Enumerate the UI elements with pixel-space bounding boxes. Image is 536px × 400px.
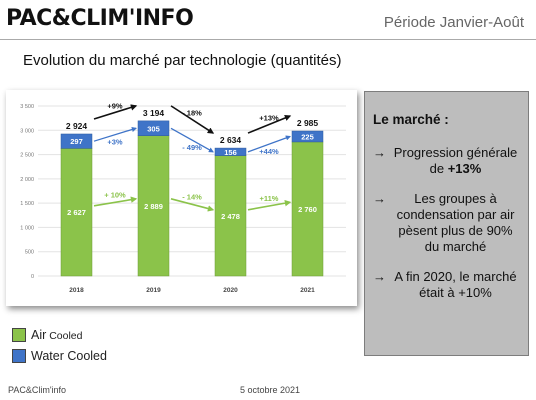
bar-water-cooled (137, 120, 170, 136)
stacked-bar-chart: 0 500 1 000 1 500 2 000 2 500 3 000 3 500 2 627 2… (20, 101, 346, 294)
legend-air-label: Air (31, 327, 47, 342)
total-growth-label: - 18% (182, 108, 202, 117)
y-tick-label: 1 000 (20, 225, 34, 231)
bar-air-cooled (291, 141, 324, 277)
market-bullet-3-text: A fin 2020, le marché était à +10% (394, 269, 517, 300)
x-tick-label: 2019 (146, 287, 161, 294)
y-tick-label: 2 000 (20, 177, 34, 183)
air-growth-arrow (247, 200, 292, 211)
water-growth-label: +3% (107, 138, 123, 147)
market-bullet-text: Progression générale de +13% (391, 145, 520, 177)
legend-water-label: Water Cooled (31, 348, 107, 363)
slide-title: Evolution du marché par technologie (qua… (23, 52, 342, 69)
legend-water-cooled: Water Cooled (12, 347, 107, 365)
y-tick-label: 2 500 (20, 153, 34, 159)
air-cooled-value-label: 2 478 (221, 212, 240, 221)
y-tick-label: 3 500 (20, 104, 34, 110)
water-growth-arrow (247, 135, 291, 153)
air-growth-label: +11% (260, 194, 279, 203)
bar-water-cooled (214, 147, 247, 156)
y-tick-label: 3 000 (20, 128, 34, 134)
water-cooled-value-label: 305 (147, 124, 160, 133)
logo: PAC&CLIM'INFO (6, 6, 194, 31)
bar-air-cooled (214, 155, 247, 277)
total-value-label: 3 194 (143, 108, 165, 118)
y-tick-label: 1 500 (20, 201, 34, 207)
x-tick-label: 2020 (223, 287, 238, 294)
market-summary-box: Le marché : → Progression générale de +1… (364, 91, 529, 356)
total-growth-arrow (170, 105, 215, 134)
water-cooled-value-label: 225 (301, 132, 314, 141)
air-cooled-value-label: 2 760 (298, 205, 317, 214)
total-value-label: 2 634 (220, 135, 242, 145)
water-cooled-value-label: 297 (70, 137, 83, 146)
market-bullet-1: → Progression générale de +13% (373, 145, 520, 177)
air-growth-label: - 14% (182, 192, 202, 201)
air-growth-label: + 10% (104, 190, 126, 199)
arrow-right-icon: → (373, 145, 386, 160)
total-growth-arrow (247, 114, 292, 134)
water-cooled-value-label: 156 (224, 148, 237, 157)
legend-air-cooled: Air Cooled (12, 326, 82, 344)
total-value-label: 2 985 (297, 118, 319, 128)
market-bullet-2: → Les groupes à condensation par air pès… (373, 191, 520, 255)
logo-right: CLIM'INFO (70, 6, 194, 31)
air-growth-arrow (93, 196, 138, 207)
water-growth-arrow (93, 127, 137, 142)
period-label: Période Janvier-Août (383, 14, 524, 31)
total-value-label: 2 924 (66, 121, 88, 131)
bar-air-cooled (137, 135, 170, 277)
market-bullet-2-text: Les groupes à condensation par air pèsen… (396, 191, 515, 254)
x-tick-label: 2018 (69, 287, 84, 294)
bar-water-cooled (291, 130, 324, 143)
arrow-right-icon: → (373, 269, 386, 284)
air-cooled-value-label: 2 627 (67, 208, 86, 217)
market-bullet-1-text: Progression générale de (393, 145, 518, 176)
water-growth-label: +44% (259, 147, 279, 156)
header-divider (0, 39, 536, 40)
y-tick-label: 0 (31, 274, 34, 280)
total-growth-label: +9% (107, 101, 123, 110)
market-summary-title: Le marché : (373, 112, 449, 127)
bar-air-cooled (60, 148, 93, 277)
water-growth-label: - 49% (182, 143, 202, 152)
x-tick-label: 2021 (300, 287, 315, 294)
legend-water-swatch (12, 348, 26, 363)
footer-source: PAC&Clim'info (8, 385, 67, 395)
bar-water-cooled (60, 133, 93, 149)
arrow-right-icon: → (373, 191, 386, 206)
footer-date: 5 octobre 2021 (240, 385, 301, 395)
water-growth-arrow (170, 127, 214, 153)
chart-panel: 0 500 1 000 1 500 2 000 2 500 3 000 3 500 2 627 2… (6, 90, 357, 306)
logo-left: PAC (6, 6, 52, 31)
y-tick-label: 500 (25, 250, 34, 256)
legend-air-swatch (12, 327, 26, 342)
logo-amp: & (51, 6, 71, 31)
total-growth-label: +13% (259, 114, 279, 123)
market-bullet-1-bold: +13% (447, 161, 482, 176)
air-cooled-value-label: 2 889 (144, 202, 163, 211)
market-bullet-3: → A fin 2020, le marché était à +10% (373, 269, 520, 301)
air-growth-arrow (170, 198, 215, 212)
total-growth-arrow (93, 104, 138, 120)
legend-air-suffix: Cooled (46, 329, 83, 342)
